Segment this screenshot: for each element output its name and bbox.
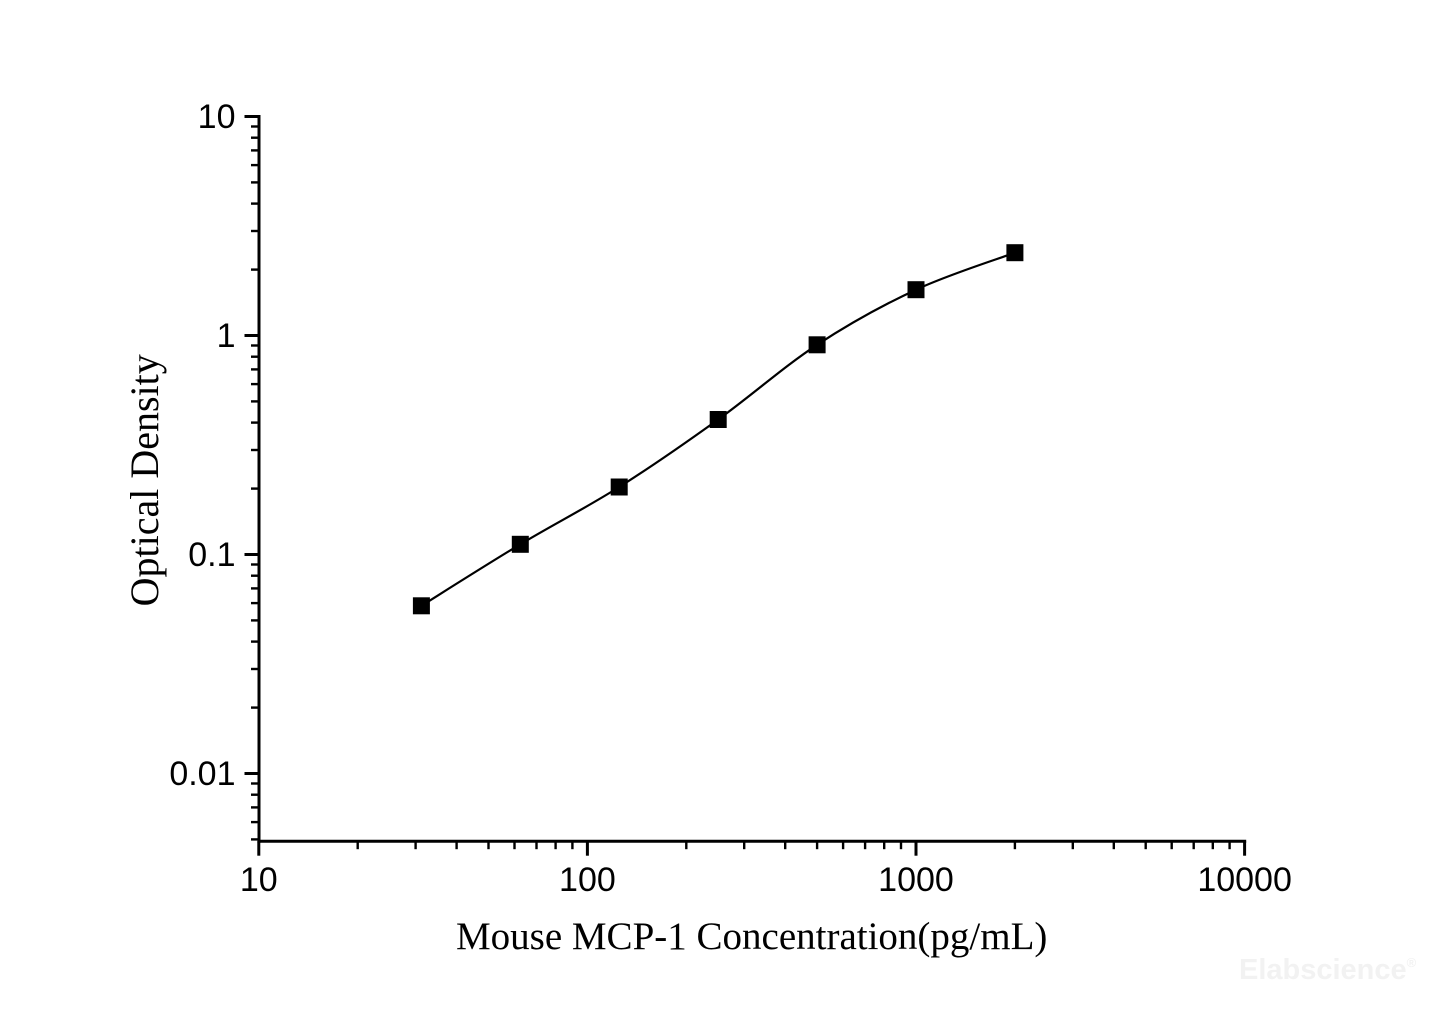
svg-text:Optical Density: Optical Density xyxy=(122,354,167,606)
svg-text:10: 10 xyxy=(240,861,278,899)
svg-text:0.1: 0.1 xyxy=(188,536,235,574)
svg-text:10000: 10000 xyxy=(1197,861,1292,899)
svg-text:1000: 1000 xyxy=(878,861,954,899)
svg-text:100: 100 xyxy=(559,861,616,899)
svg-text:0.01: 0.01 xyxy=(169,755,235,793)
svg-text:10: 10 xyxy=(198,98,236,136)
svg-text:Elabscience®: Elabscience® xyxy=(1239,954,1417,986)
svg-text:1: 1 xyxy=(217,317,236,355)
svg-text:Mouse MCP-1 Concentration(pg/m: Mouse MCP-1 Concentration(pg/mL) xyxy=(456,915,1047,958)
